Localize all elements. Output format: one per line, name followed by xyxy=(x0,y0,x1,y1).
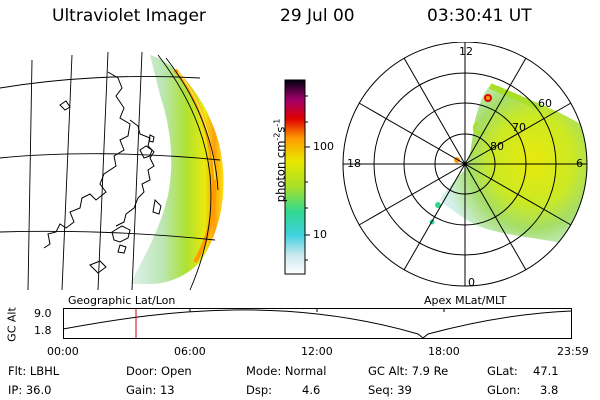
status-gc-alt: GC Alt: 7.9 Re xyxy=(368,364,449,378)
colorbar-label-exp1: -2 xyxy=(272,132,282,141)
status-mode: Mode: Normal xyxy=(246,364,327,378)
colorbar-label-unit: photon cm xyxy=(273,140,288,203)
colorbar-tick-10: 10 xyxy=(313,228,327,241)
time-label: 03:30:41 UT xyxy=(427,6,532,26)
aurora-arc-core xyxy=(177,71,216,181)
mlat-label-60: 60 xyxy=(538,97,552,110)
status-gain: Gain: 13 xyxy=(126,383,175,397)
orbit-xtick-2359: 23:59 xyxy=(557,345,589,358)
coastlines xyxy=(43,71,162,274)
colorbar-label-s: s xyxy=(273,126,288,133)
geo-caption: Geographic Lat/Lon xyxy=(68,294,176,307)
mlt-lines xyxy=(343,42,587,286)
status-seq: Seq: 39 xyxy=(368,383,412,397)
colorbar-scale xyxy=(284,79,306,275)
orbit-plot xyxy=(63,308,572,339)
status-glat-label: GLat: xyxy=(487,364,518,378)
polar-hotspot-core xyxy=(486,96,490,100)
polar-spot-2 xyxy=(435,202,441,208)
parallel-lines xyxy=(0,76,221,241)
status-ip: IP: 36.0 xyxy=(8,383,52,397)
status-glon-label: GLon: xyxy=(487,383,521,397)
status-glon-value: 3.8 xyxy=(540,383,559,397)
orbit-frame xyxy=(63,308,572,339)
status-dsp-label: Dsp: xyxy=(246,383,273,397)
colorbar-tick-100: 100 xyxy=(313,140,334,153)
polar-caption: Apex MLat/MLT xyxy=(424,294,507,307)
status-door: Door: Open xyxy=(126,364,192,378)
status-dsp-value: 4.6 xyxy=(302,383,321,397)
colorbar-label: photon cm-2s-1 xyxy=(273,85,288,235)
polar-plot xyxy=(342,42,588,287)
orbit-xtick-0600: 06:00 xyxy=(174,345,206,358)
orbit-ytick-max: 9.0 xyxy=(34,307,52,320)
meridian-lines xyxy=(27,51,219,291)
orbit-xtick-1200: 12:00 xyxy=(301,345,333,358)
mlt-label-0: 0 xyxy=(468,276,475,289)
orbit-ytick-min: 1.8 xyxy=(34,324,52,337)
app-title: Ultraviolet Imager xyxy=(52,6,206,26)
mlat-label-70: 70 xyxy=(512,121,526,134)
polar-aurora xyxy=(440,86,587,250)
geographic-map xyxy=(0,51,224,291)
date-label: 29 Jul 00 xyxy=(280,6,355,26)
status-filter: Flt: LBHL xyxy=(8,364,60,378)
orbit-xtick-0000: 00:00 xyxy=(47,345,79,358)
orbit-altitude-curve xyxy=(63,309,572,339)
mlt-label-12: 12 xyxy=(459,45,473,58)
status-glat-value: 47.1 xyxy=(533,364,559,378)
mlt-label-6: 6 xyxy=(576,157,583,170)
mlat-label-80: 80 xyxy=(490,140,504,153)
orbit-xtick-1800: 18:00 xyxy=(428,345,460,358)
polar-arc-fragment xyxy=(472,120,487,135)
mlt-label-18: 18 xyxy=(347,157,361,170)
colorbar-label-exp2: -1 xyxy=(272,118,282,127)
colorbar xyxy=(284,79,310,275)
orbit-axis-label: GC Alt xyxy=(5,307,19,342)
